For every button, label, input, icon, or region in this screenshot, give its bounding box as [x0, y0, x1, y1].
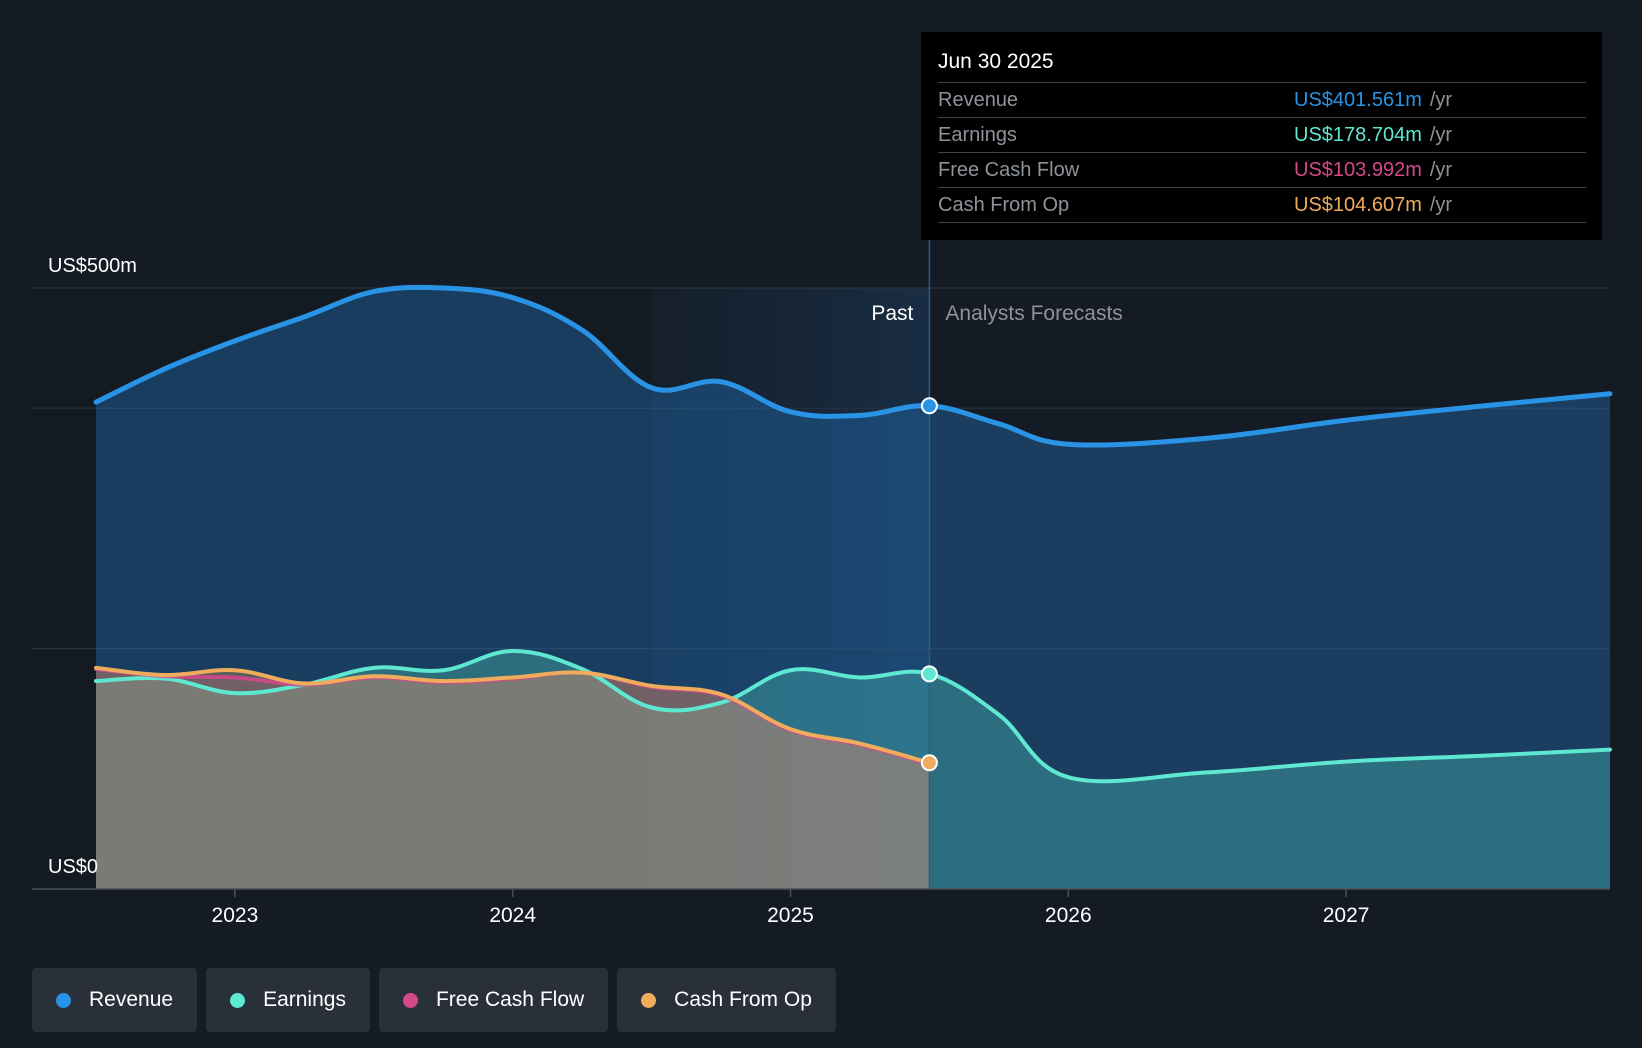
legend-item-cash-from-op[interactable]: Cash From Op	[617, 968, 836, 1032]
tooltip-date: Jun 30 2025	[938, 46, 1586, 83]
tooltip-value-cash-from-op: US$104.607m	[1294, 194, 1422, 216]
tooltip-label: Free Cash Flow	[938, 159, 1080, 181]
x-tick-label: 2024	[489, 904, 536, 927]
line-revenue	[93, 284, 1613, 448]
tooltip: Jun 30 2025 Revenue US$401.561m/yr Earni…	[921, 32, 1602, 240]
legend-label: Free Cash Flow	[435, 988, 585, 1011]
legend-dot-icon	[641, 992, 657, 1008]
tooltip-row-revenue: Revenue US$401.561m/yr	[938, 83, 1586, 118]
tooltip-label: Earnings	[938, 124, 1017, 146]
past-highlight-band	[651, 288, 930, 889]
area-cash-from-op	[96, 667, 930, 889]
tooltip-unit: /yr	[1429, 124, 1453, 146]
tooltip-unit: /yr	[1429, 89, 1453, 111]
legend-dot-icon	[402, 992, 418, 1008]
tooltip-value-earnings: US$178.704m	[1294, 124, 1422, 146]
tooltip-value-revenue: US$401.561m	[1294, 89, 1422, 111]
x-tick-label: 2025	[767, 904, 814, 927]
x-tick-label: 2023	[212, 904, 259, 927]
tooltip-unit: /yr	[1429, 159, 1453, 181]
legend-item-revenue[interactable]: Revenue	[32, 968, 198, 1032]
tooltip-value-free-cash-flow: US$103.992m	[1294, 159, 1422, 181]
forecast-label: Analysts Forecasts	[945, 302, 1122, 325]
marker-earnings	[920, 665, 938, 683]
legend-dot-icon	[230, 992, 246, 1008]
legend-label: Cash From Op	[674, 988, 812, 1011]
legend: Revenue Earnings Free Cash Flow Cash Fro…	[32, 968, 836, 1032]
legend-label: Earnings	[263, 988, 346, 1011]
marker-cash-from-op	[920, 754, 938, 772]
legend-label: Revenue	[89, 988, 174, 1011]
tooltip-label: Cash From Op	[938, 194, 1070, 216]
legend-dot-icon	[56, 992, 71, 1008]
x-tick-label: 2027	[1323, 904, 1370, 927]
tooltip-row-earnings: Earnings US$178.704m/yr	[938, 118, 1586, 153]
legend-item-free-cash-flow[interactable]: Free Cash Flow	[378, 968, 609, 1032]
past-label: Past	[871, 302, 913, 325]
tooltip-label: Revenue	[938, 89, 1019, 111]
line-cash-from-op	[94, 665, 932, 765]
area-free-cash-flow	[96, 669, 930, 889]
area-earnings	[96, 650, 1610, 889]
y-tick-label: US$0	[48, 856, 98, 878]
tooltip-unit: /yr	[1429, 194, 1453, 216]
legend-item-earnings[interactable]: Earnings	[206, 968, 370, 1032]
y-tick-label: US$500m	[48, 255, 137, 277]
marker-revenue	[920, 397, 938, 415]
tooltip-row-cash-from-op: Cash From Op US$104.607m/yr	[938, 188, 1586, 223]
x-tick-label: 2026	[1045, 904, 1092, 927]
tooltip-row-free-cash-flow: Free Cash Flow US$103.992m/yr	[938, 153, 1586, 188]
